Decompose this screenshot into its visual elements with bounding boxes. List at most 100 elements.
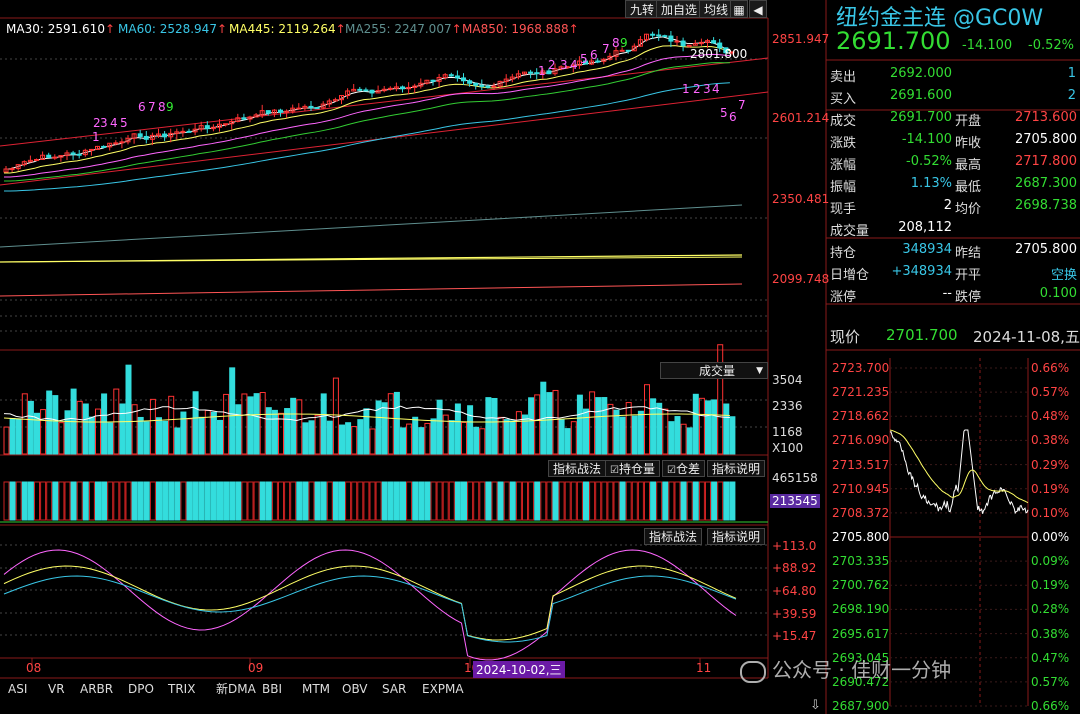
oi-diff-toggle[interactable]: ☑仓差 — [662, 460, 705, 477]
kdj-strategy-button[interactable]: 指标战法 — [644, 528, 703, 545]
oi-bar — [308, 481, 315, 521]
add-favorite-button[interactable]: 加自选 — [656, 0, 703, 18]
now-price: 2701.700 — [886, 326, 958, 344]
volume-bar — [351, 426, 358, 455]
volume-title[interactable]: 成交量 ▼ — [660, 362, 768, 379]
price-tick-2: 2601.214 — [772, 111, 830, 125]
volume-bar — [564, 428, 571, 455]
volume-bar — [137, 416, 144, 455]
indicator-tab[interactable]: 新DMA — [216, 682, 256, 696]
oi-bar — [467, 481, 474, 521]
candle-body — [125, 137, 131, 143]
volume-bar — [613, 409, 620, 455]
candle-body — [107, 142, 113, 148]
nine-turn-down-digit: 7 — [738, 98, 746, 112]
volume-bar — [454, 403, 461, 455]
kdj-help-button[interactable]: 指标说明 — [707, 528, 766, 545]
nine-turn-up-digit: 4 — [570, 58, 578, 72]
indicator-tab[interactable]: TRIX — [168, 682, 196, 696]
collapse-icon[interactable]: ◀ — [749, 0, 767, 18]
ma-button[interactable]: 均线 — [699, 0, 734, 18]
quote-label: 涨幅 — [830, 158, 857, 173]
oi-bar — [113, 481, 120, 521]
now-label: 现价 — [830, 328, 861, 346]
candle-body — [247, 116, 253, 120]
buy-price: 2691.600 — [889, 88, 952, 103]
oi-bar — [656, 481, 663, 521]
indicator-tab[interactable]: DPO — [128, 682, 154, 696]
volume-bar — [131, 404, 138, 455]
candle-body — [491, 85, 497, 88]
oi-bar — [119, 481, 126, 521]
oi-bar — [339, 481, 345, 521]
candle-body — [76, 153, 82, 156]
grid-icon[interactable]: ▦ — [730, 0, 748, 18]
indicator-tab[interactable]: ASI — [8, 682, 28, 696]
volume-bar — [686, 427, 693, 455]
volume-bar — [412, 416, 419, 455]
quote-label: 跌停 — [955, 290, 982, 305]
indicator-tab[interactable]: ARBR — [80, 682, 114, 696]
oi-bar — [223, 481, 230, 521]
nine-turn-down-digit: 4 — [712, 82, 720, 96]
nine-turn-down-digit: 2 — [693, 82, 701, 96]
candle-body — [21, 161, 27, 166]
volume-bar — [119, 403, 126, 455]
quote-value: 208,112 — [898, 220, 952, 235]
candle-body — [631, 45, 637, 52]
candle-body — [583, 60, 588, 65]
candle-body — [393, 86, 399, 89]
oi-strategy-button[interactable]: 指标战法 — [548, 460, 607, 477]
volume-bar — [497, 416, 504, 455]
volume-bar — [448, 420, 455, 455]
intraday-price-tick: 2700.762 — [832, 578, 890, 593]
quote-label: 昨结 — [955, 246, 982, 261]
candle-body — [326, 100, 332, 105]
oi-toggle[interactable]: ☑持仓量 — [605, 460, 660, 477]
volume-bar — [259, 391, 266, 455]
nine-turn-button[interactable]: 九转 — [625, 0, 660, 18]
oi-help-button[interactable]: 指标说明 — [707, 460, 766, 477]
intraday-pct-tick: 0.57% — [1031, 385, 1070, 400]
oi-bar — [619, 481, 626, 521]
kdj-tick-2: +88.92 — [772, 561, 817, 575]
volume-bar — [180, 411, 187, 455]
oi-bar — [729, 481, 736, 521]
quote-label: 涨停 — [830, 290, 857, 305]
candle-body — [503, 78, 509, 82]
volume-bar — [674, 416, 681, 455]
candle-body — [223, 123, 229, 126]
indicator-tab[interactable]: MTM — [302, 682, 331, 696]
oi-bar — [723, 481, 730, 521]
volume-bar — [210, 411, 217, 455]
oi-bar — [363, 481, 370, 521]
indicator-tab[interactable]: VR — [48, 682, 65, 696]
scroll-down-icon[interactable]: ⇩ — [810, 698, 821, 713]
oi-bar — [717, 481, 724, 521]
indicator-tab[interactable]: BBI — [262, 682, 283, 696]
oi-bar — [711, 481, 718, 521]
nine-turn-up-digit: 7 — [602, 42, 610, 56]
candle-body — [351, 88, 357, 92]
oi-bar — [369, 481, 376, 521]
indicator-tab[interactable]: OBV — [342, 682, 368, 696]
oi-bar — [528, 481, 535, 521]
intraday-pct-tick: 0.38% — [1031, 433, 1070, 448]
ma255-label: MA255: 2247.007↑ — [345, 22, 462, 36]
volume-bar — [339, 424, 345, 455]
volume-bar — [15, 418, 22, 455]
indicator-tab[interactable]: SAR — [382, 682, 407, 696]
candle-body — [711, 40, 717, 44]
intraday-pct-tick: 0.29% — [1031, 457, 1070, 472]
volume-tick-3: 1168 — [772, 425, 803, 439]
indicator-tab[interactable]: EXPMA — [422, 682, 464, 696]
volume-bar — [290, 397, 297, 455]
oi-bar — [564, 481, 571, 521]
oi-bar — [3, 481, 10, 521]
candle-body — [637, 39, 643, 47]
oi-bar — [503, 481, 510, 521]
kdj-tick-3: +64.80 — [772, 584, 817, 598]
oi-bar — [662, 481, 669, 521]
volume-bar — [156, 417, 162, 455]
intraday-price-tick: 2690.472 — [832, 674, 890, 689]
